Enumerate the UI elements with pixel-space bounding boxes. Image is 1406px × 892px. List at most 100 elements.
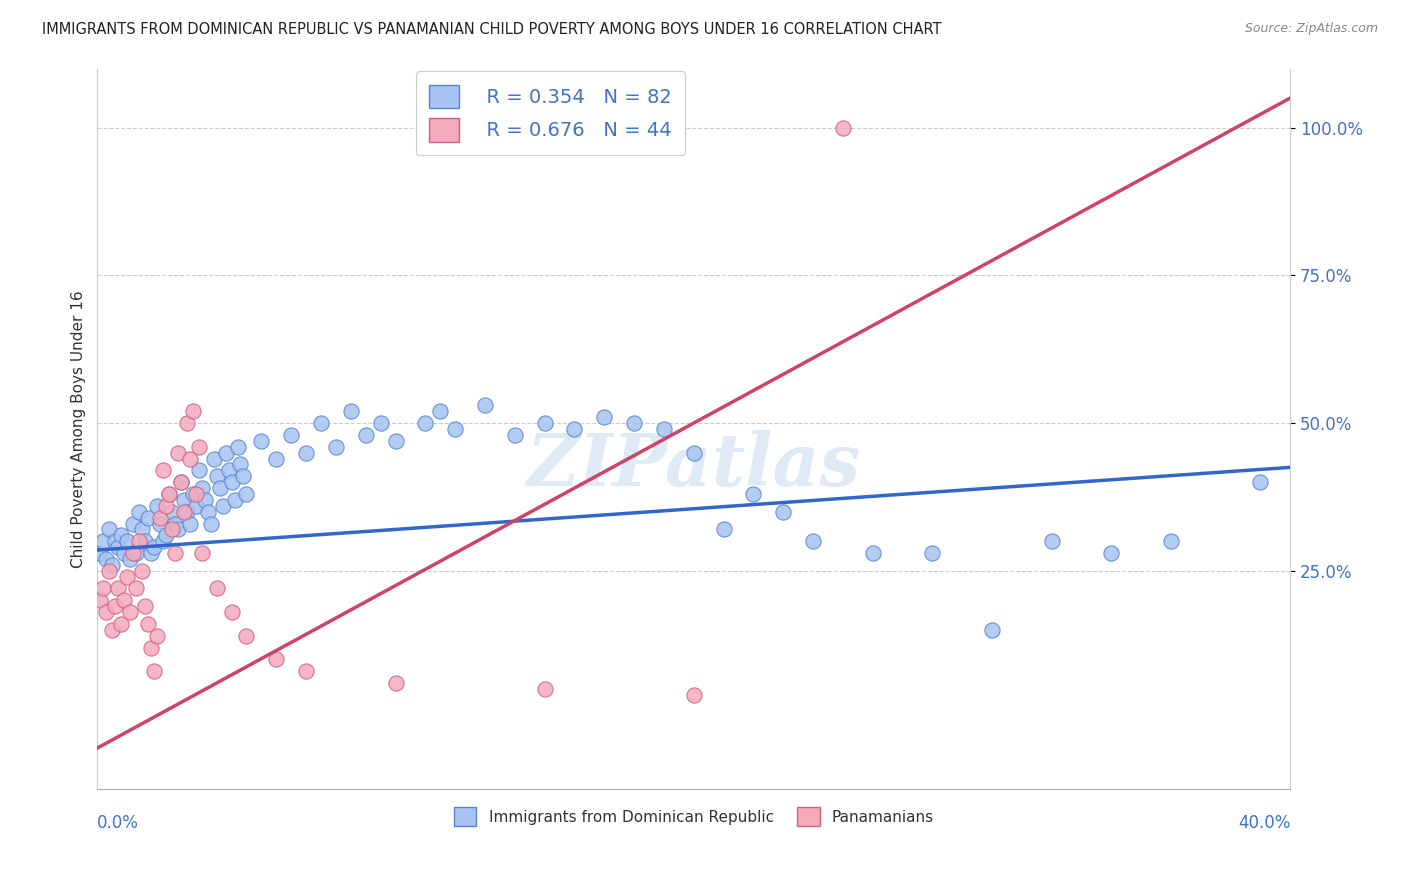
- Point: [131, 523, 153, 537]
- Point: [149, 516, 172, 531]
- Point: [167, 445, 190, 459]
- Point: [152, 534, 174, 549]
- Point: [110, 616, 132, 631]
- Point: [104, 534, 127, 549]
- Point: [104, 599, 127, 614]
- Point: [503, 428, 526, 442]
- Point: [232, 469, 254, 483]
- Point: [157, 487, 180, 501]
- Point: [170, 475, 193, 490]
- Point: [143, 664, 166, 678]
- Point: [831, 120, 853, 135]
- Point: [167, 523, 190, 537]
- Point: [194, 492, 217, 507]
- Point: [801, 534, 824, 549]
- Point: [208, 481, 231, 495]
- Point: [89, 593, 111, 607]
- Point: [205, 582, 228, 596]
- Point: [190, 481, 212, 495]
- Point: [384, 434, 406, 448]
- Point: [280, 428, 302, 442]
- Point: [200, 516, 222, 531]
- Point: [134, 599, 156, 614]
- Point: [354, 428, 377, 442]
- Point: [444, 422, 467, 436]
- Point: [981, 623, 1004, 637]
- Point: [224, 492, 246, 507]
- Point: [115, 570, 138, 584]
- Point: [107, 582, 129, 596]
- Point: [96, 552, 118, 566]
- Point: [384, 676, 406, 690]
- Point: [112, 593, 135, 607]
- Point: [682, 445, 704, 459]
- Point: [197, 505, 219, 519]
- Point: [131, 564, 153, 578]
- Point: [157, 487, 180, 501]
- Point: [340, 404, 363, 418]
- Point: [155, 528, 177, 542]
- Point: [429, 404, 451, 418]
- Point: [134, 534, 156, 549]
- Point: [112, 546, 135, 560]
- Point: [179, 451, 201, 466]
- Point: [128, 505, 150, 519]
- Point: [184, 487, 207, 501]
- Point: [120, 605, 142, 619]
- Point: [91, 582, 114, 596]
- Point: [652, 422, 675, 436]
- Point: [160, 505, 183, 519]
- Point: [229, 458, 252, 472]
- Point: [115, 534, 138, 549]
- Point: [139, 640, 162, 655]
- Point: [136, 510, 159, 524]
- Point: [250, 434, 273, 448]
- Text: 40.0%: 40.0%: [1237, 814, 1291, 832]
- Point: [149, 510, 172, 524]
- Point: [1160, 534, 1182, 549]
- Point: [187, 440, 209, 454]
- Point: [155, 499, 177, 513]
- Point: [122, 516, 145, 531]
- Point: [264, 451, 287, 466]
- Point: [91, 534, 114, 549]
- Point: [862, 546, 884, 560]
- Point: [122, 546, 145, 560]
- Point: [593, 410, 616, 425]
- Point: [125, 546, 148, 560]
- Point: [415, 416, 437, 430]
- Point: [101, 623, 124, 637]
- Point: [1040, 534, 1063, 549]
- Point: [202, 451, 225, 466]
- Point: [713, 523, 735, 537]
- Point: [176, 505, 198, 519]
- Point: [143, 540, 166, 554]
- Point: [533, 681, 555, 696]
- Point: [190, 546, 212, 560]
- Text: 0.0%: 0.0%: [97, 814, 139, 832]
- Point: [205, 469, 228, 483]
- Point: [160, 523, 183, 537]
- Point: [235, 629, 257, 643]
- Point: [163, 546, 186, 560]
- Point: [623, 416, 645, 430]
- Point: [533, 416, 555, 430]
- Point: [474, 398, 496, 412]
- Point: [742, 487, 765, 501]
- Point: [211, 499, 233, 513]
- Point: [264, 652, 287, 666]
- Point: [98, 523, 121, 537]
- Point: [325, 440, 347, 454]
- Point: [235, 487, 257, 501]
- Point: [120, 552, 142, 566]
- Point: [772, 505, 794, 519]
- Point: [128, 534, 150, 549]
- Point: [181, 404, 204, 418]
- Point: [309, 416, 332, 430]
- Point: [214, 445, 236, 459]
- Point: [221, 605, 243, 619]
- Text: ZIPatlas: ZIPatlas: [527, 430, 860, 500]
- Point: [218, 463, 240, 477]
- Point: [146, 629, 169, 643]
- Point: [173, 505, 195, 519]
